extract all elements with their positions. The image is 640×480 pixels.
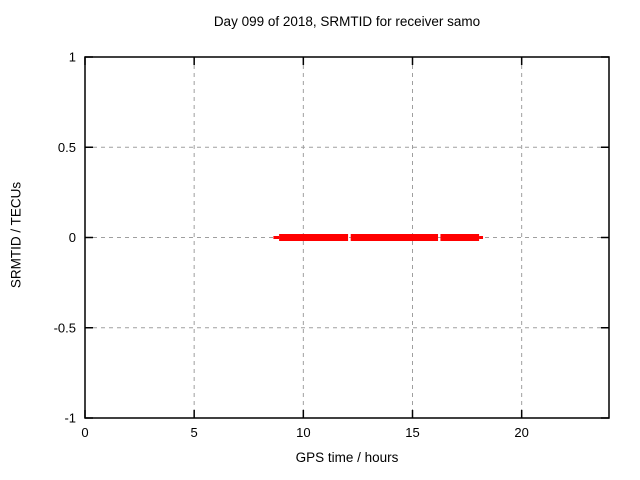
x-tick-label: 0 [81, 425, 88, 440]
x-tick-labels: 0 5 10 15 20 [81, 425, 529, 440]
tick-marks [84, 56, 609, 419]
data-series-srmtid [273, 234, 484, 241]
chart-title: Day 099 of 2018, SRMTID for receiver sam… [213, 14, 481, 29]
x-tick-label: 5 [191, 425, 198, 440]
x-tick-label: 10 [296, 425, 310, 440]
y-tick-label: -1 [64, 411, 76, 426]
y-tick-label: 0 [69, 230, 76, 245]
y-tick-labels: 1 0.5 0 -0.5 -1 [54, 50, 76, 426]
y-tick-label: 0.5 [58, 140, 76, 155]
y-tick-label: -0.5 [54, 320, 76, 335]
x-tick-label: 15 [405, 425, 419, 440]
x-axis-label: GPS time / hours [295, 450, 399, 465]
y-tick-label: 1 [69, 50, 76, 65]
x-tick-label: 20 [514, 425, 528, 440]
